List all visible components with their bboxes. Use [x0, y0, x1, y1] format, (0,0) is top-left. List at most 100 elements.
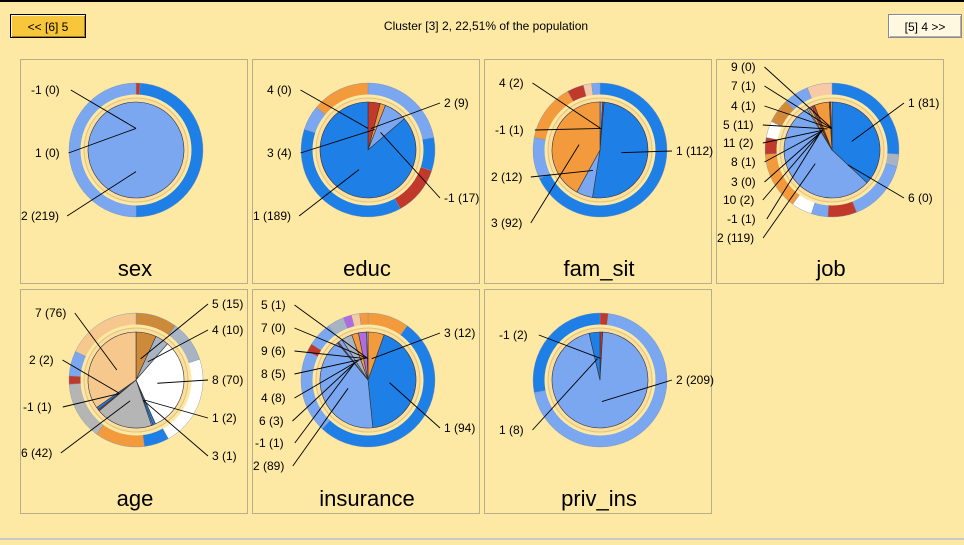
slice-label: -1 (1): [255, 436, 284, 450]
slice-label: 10 (2): [723, 193, 754, 207]
slice-label: 6 (0): [908, 191, 933, 205]
leader-line: [762, 163, 816, 239]
page-title: Cluster [3] 2, 22,51% of the population: [383, 19, 589, 33]
leader-line: [62, 359, 119, 394]
slice-label: 3 (12): [444, 326, 475, 340]
chart-panel-age: 5 (15) 4 (10) 8 (70) 1 (2) 3 (1) 6 (42) -1 (1)…: [20, 289, 248, 514]
next-cluster-button[interactable]: [5] 4 >>: [888, 14, 962, 38]
leader-line: [300, 89, 369, 129]
chart-panel-fam-sit: 4 (2) -1 (1) 1 (112) 2 (12) 3 (92) fam_sit: [484, 59, 713, 284]
chart-svg: 1 (81) 6 (0) 2 (119) -1 (1) 10 (2) 3 (0) 8 (1)…: [717, 60, 939, 245]
chart-svg: -1 (0) 1 (0) 2 (219): [21, 82, 204, 223]
previous-cluster-button[interactable]: << [6] 5: [10, 14, 86, 38]
chart-title: priv_ins: [561, 486, 637, 511]
ring-gap: [312, 94, 424, 206]
leader-line: [532, 358, 598, 431]
pie-slice: [319, 101, 417, 199]
leader-line: [294, 350, 366, 359]
slice-label: 3 (4): [267, 146, 292, 160]
leader-line: [764, 105, 832, 129]
leader-line: [62, 393, 120, 408]
slice-label: 4 (1): [731, 99, 756, 113]
leader-line: [292, 362, 356, 422]
leader-line: [530, 144, 580, 224]
slice-label: 4 (10): [212, 323, 243, 337]
ring-gap: [80, 324, 192, 436]
slice-label: 4 (0): [267, 83, 292, 97]
leader-line: [851, 102, 905, 142]
leader-line: [292, 388, 349, 467]
slice-label: 7 (0): [261, 321, 286, 335]
slice-label: 1 (81): [908, 96, 939, 110]
slice-label: 2 (219): [21, 209, 59, 223]
leader-line: [147, 329, 209, 363]
leader-line: [370, 102, 441, 130]
ring-gap: [80, 94, 192, 206]
chart-title: insurance: [319, 486, 415, 511]
leader-line: [298, 169, 360, 217]
leader-line: [764, 66, 833, 129]
chart-panel-educ: 4 (0) 2 (9) 3 (4) -1 (17) 1 (189) educ: [252, 59, 480, 284]
bottom-border: [0, 538, 964, 540]
slice-label: 7 (76): [35, 306, 66, 320]
chart-panel-job: 1 (81) 6 (0) 2 (119) -1 (1) 10 (2) 3 (0) 8 (1)…: [716, 59, 944, 284]
chart-panel-priv-ins: -1 (2) 2 (209) 1 (8) priv_ins: [484, 289, 714, 514]
slice-label: 9 (6): [261, 344, 286, 358]
leader-line: [532, 82, 601, 129]
slice-label: 3 (0): [731, 175, 756, 189]
slice-label: 1 (112): [676, 144, 713, 158]
ring-segment: [359, 312, 369, 326]
leader-line: [140, 303, 209, 360]
leader-line: [294, 360, 359, 399]
leader-line: [294, 327, 368, 359]
slice-label: 4 (8): [261, 391, 286, 405]
slice-label: 1 (0): [35, 146, 60, 160]
pie-slice: [87, 331, 137, 408]
leader-line: [764, 85, 832, 129]
top-border: [0, 0, 964, 2]
leader-line: [157, 379, 209, 384]
chart-svg: 5 (15) 4 (10) 8 (70) 1 (2) 3 (1) 6 (42) -1 (1)…: [21, 297, 243, 463]
pie-slice: [87, 101, 185, 199]
slice-label: 6 (42): [21, 446, 52, 460]
leader-line: [74, 312, 118, 371]
slice-label: -1 (2): [499, 328, 528, 342]
ring-gap: [312, 324, 424, 436]
leader-line: [68, 127, 137, 154]
slice-label: 8 (1): [731, 155, 756, 169]
chart-svg: 3 (12) 1 (94) 2 (89) -1 (1) 6 (3) 4 (8) 8 (5) 9…: [253, 298, 475, 473]
ring-gap: [544, 94, 656, 206]
pie-slice: [783, 108, 868, 199]
leader-line: [144, 399, 209, 419]
slice-label: 3 (1): [212, 449, 237, 463]
slice-label: 2 (89): [253, 459, 284, 473]
slice-label: -1 (0): [31, 83, 60, 97]
slice-label: 1 (189): [253, 209, 291, 223]
chart-title: age: [116, 486, 154, 511]
leader-line: [294, 304, 368, 359]
slice-label: 5 (15): [212, 297, 243, 311]
leader-line: [380, 132, 441, 199]
leader-line: [389, 382, 441, 429]
slice-label: 2 (209): [676, 373, 714, 387]
ring-segment: [68, 375, 82, 385]
leader-line: [142, 399, 209, 457]
leader-line: [300, 129, 375, 154]
chart-title: fam_sit: [563, 256, 635, 281]
chart-title: job: [816, 256, 846, 281]
leader-line: [762, 124, 828, 130]
leader-line: [294, 358, 363, 375]
leader-line: [371, 332, 441, 360]
leader-line: [621, 150, 673, 154]
slice-label: 4 (2): [499, 76, 524, 90]
slice-label: 9 (0): [731, 60, 756, 74]
chart-title: sex: [117, 256, 153, 281]
slice-label: 6 (3): [259, 414, 284, 428]
leader-line: [60, 400, 131, 454]
leader-line: [534, 128, 602, 131]
pie-slice: [319, 342, 374, 429]
slice-label: 8 (70): [212, 373, 243, 387]
slice-label: 2 (12): [491, 170, 522, 184]
slice-label: -1 (1): [727, 212, 756, 226]
leader-line: [764, 130, 823, 163]
